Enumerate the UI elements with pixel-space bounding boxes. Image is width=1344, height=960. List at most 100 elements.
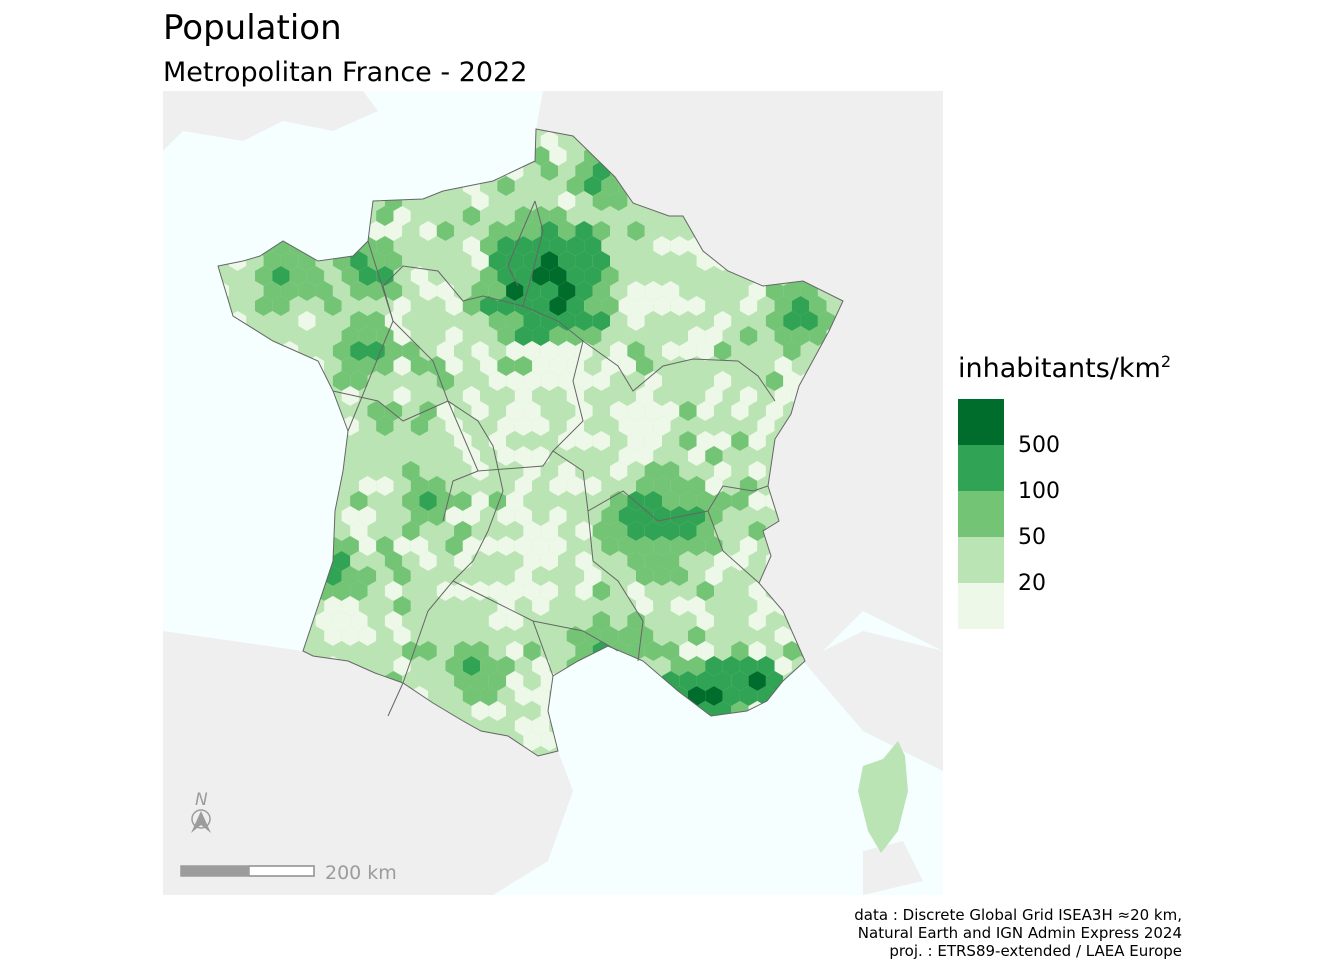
density-hex-cell [540, 341, 559, 361]
density-hex-cell [471, 131, 489, 151]
density-hex-cell [220, 386, 238, 406]
density-hex-cell [402, 521, 420, 541]
density-hex-cell [662, 281, 680, 301]
density-hex-cell [246, 341, 264, 361]
density-hex-cell [618, 536, 636, 556]
density-hex-cell [419, 251, 437, 271]
density-hex-cell [714, 371, 732, 391]
density-hex-cell [644, 701, 662, 721]
density-hex-cell [506, 191, 524, 211]
density-hex-cell [566, 266, 585, 286]
density-hex-cell [436, 281, 455, 301]
density-hex-cell [532, 596, 550, 616]
density-hex-cell [610, 701, 628, 721]
density-hex-cell [306, 266, 325, 286]
density-hex-cell [358, 506, 377, 526]
density-hex-cell [670, 656, 688, 676]
density-hex-cell [800, 311, 818, 331]
density-hex-cell [688, 596, 706, 616]
density-hex-cell [610, 671, 628, 691]
density-hex-cell [218, 431, 229, 451]
density-hex-cell [731, 431, 749, 451]
density-hex-cell [584, 296, 602, 316]
density-hex-cell [514, 326, 533, 346]
density-hex-cell [289, 356, 307, 376]
density-hex-cell [384, 221, 403, 241]
density-hex-cell [289, 626, 307, 646]
density-hex-cell [748, 731, 766, 751]
density-hex-cell [436, 341, 455, 361]
density-hex-cell [627, 581, 645, 601]
density-hex-cell [263, 611, 281, 631]
density-hex-cell [705, 506, 723, 526]
density-hex-cell [324, 326, 342, 346]
density-hex-cell [584, 446, 602, 466]
density-hex-cell [514, 386, 533, 406]
density-hex-cell [748, 281, 766, 301]
density-hex-cell [739, 326, 758, 346]
density-hex-cell [471, 251, 489, 271]
density-hex-cell [419, 551, 437, 571]
density-hex-cell [549, 266, 567, 286]
density-hex-cell [350, 461, 368, 481]
density-hex-cell [592, 551, 610, 571]
density-hex-cell [497, 596, 515, 616]
density-hex-cell [575, 221, 593, 241]
density-hex-cell [220, 566, 238, 586]
density-hex-cell [618, 416, 636, 436]
density-hex-cell [688, 266, 706, 286]
density-hex-cell [402, 161, 420, 181]
density-hex-cell [280, 161, 299, 181]
density-hex-cell [791, 686, 810, 706]
density-hex-cell [255, 386, 273, 406]
density-hex-cell [748, 341, 766, 361]
density-hex-cell [402, 341, 420, 361]
density-hex-cell [791, 716, 810, 736]
density-hex-cell [263, 431, 281, 451]
density-hex-cell [705, 476, 723, 496]
density-hex-cell [549, 146, 567, 166]
density-hex-cell [688, 686, 706, 706]
density-hex-cell [480, 656, 498, 676]
density-hex-cell [523, 731, 541, 751]
density-hex-cell [376, 566, 394, 586]
density-hex-cell [376, 446, 394, 466]
density-hex-cell [471, 581, 489, 601]
density-hex-cell [601, 776, 618, 796]
density-hex-cell [332, 221, 351, 241]
density-hex-cell [306, 176, 325, 196]
density-hex-cell [514, 626, 533, 646]
density-hex-cell [218, 416, 221, 436]
density-hex-cell [376, 476, 394, 496]
density-hex-cell [653, 476, 671, 496]
density-hex-cell [627, 521, 645, 541]
density-hex-cell [237, 506, 255, 526]
density-hex-cell [454, 131, 472, 151]
density-hex-cell [445, 446, 463, 466]
density-hex-cell [809, 746, 827, 756]
density-hex-cell [420, 101, 437, 121]
density-hex-cell [549, 566, 567, 586]
density-hex-cell [575, 581, 593, 601]
density-hex-cell [341, 506, 359, 526]
density-hex-cell [739, 356, 758, 376]
density-hex-cell [462, 326, 481, 346]
density-hex-cell [662, 761, 679, 781]
density-hex-cell [445, 566, 463, 586]
density-hex-cell [298, 281, 316, 301]
density-hex-cell [662, 461, 680, 481]
density-hex-cell [705, 656, 723, 676]
density-hex-cell [445, 146, 463, 166]
density-hex-cell [480, 386, 498, 406]
density-hex-cell [445, 596, 463, 616]
density-hex-cell [488, 581, 507, 601]
density-hex-cell [237, 386, 255, 406]
density-hex-cell [731, 761, 748, 781]
density-hex-cell [644, 521, 662, 541]
density-hex-cell [410, 326, 429, 346]
density-hex-cell [618, 386, 636, 406]
density-hex-cell [393, 626, 411, 646]
density-hex-cell [263, 581, 281, 601]
density-hex-cell [350, 161, 368, 181]
density-hex-cell [532, 536, 550, 556]
